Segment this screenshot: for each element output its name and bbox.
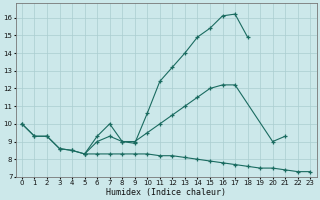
X-axis label: Humidex (Indice chaleur): Humidex (Indice chaleur) — [106, 188, 226, 197]
